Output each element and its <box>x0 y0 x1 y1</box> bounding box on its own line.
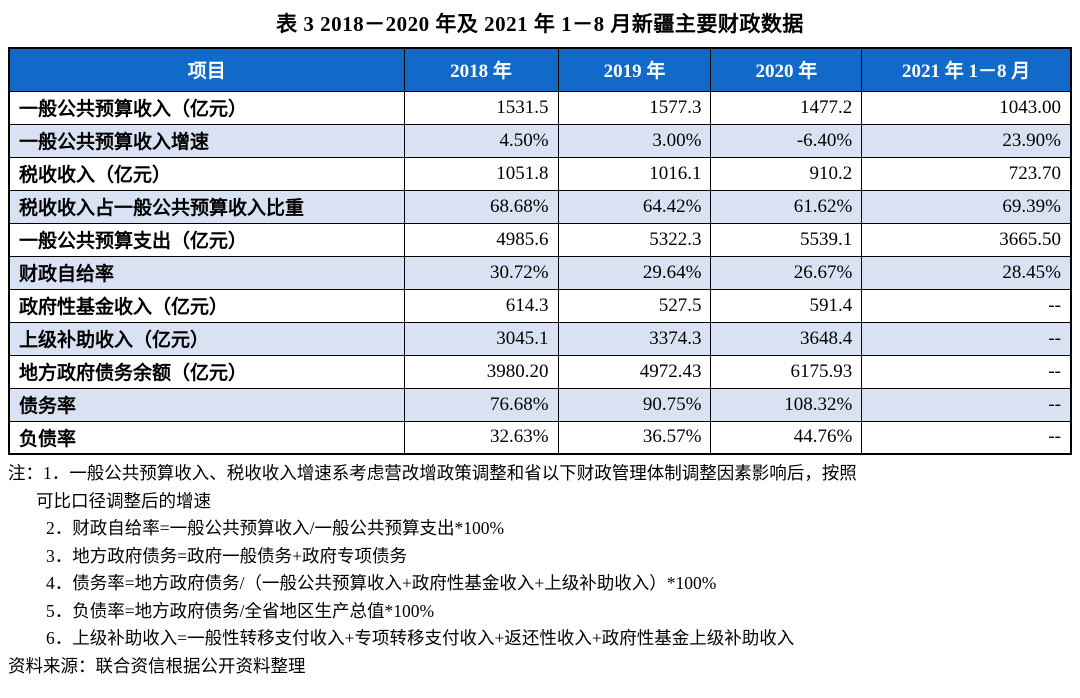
value-cell: 32.63% <box>403 420 559 455</box>
table-row: 税收收入（亿元） 1051.8 1016.1 910.2 723.70 <box>8 156 1072 191</box>
note-line: 4．债务率=地方政府债务/（一般公共预算收入+政府性基金收入+上级补助收入）*1… <box>46 573 717 593</box>
table-body: 一般公共预算收入（亿元） 1531.5 1577.3 1477.2 1043.00 一般公… <box>8 90 1072 455</box>
value-cell: 108.32% <box>710 387 863 422</box>
value-cell: -- <box>861 354 1072 389</box>
value-cell: 3045.1 <box>403 321 559 356</box>
row-label: 一般公共预算收入增速 <box>8 123 405 158</box>
row-label: 财政自给率 <box>8 255 405 290</box>
row-label: 税收收入（亿元） <box>8 156 405 191</box>
value-cell: 614.3 <box>403 288 559 323</box>
column-header: 项目 <box>8 47 405 92</box>
value-cell: 4972.43 <box>557 354 712 389</box>
column-header: 2021 年 1－8 月 <box>861 47 1072 92</box>
value-cell: 3648.4 <box>710 321 863 356</box>
value-cell: 44.76% <box>710 420 863 455</box>
note-line: 6．上级补助收入=一般性转移支付收入+专项转移支付收入+返还性收入+政府性基金上… <box>46 628 795 648</box>
value-cell: 68.68% <box>403 189 559 224</box>
table-notes: 注：1．一般公共预算收入、税收收入增速系考虑营改增政策调整和省以下财政管理体制调… <box>8 455 1072 680</box>
value-cell: 6175.93 <box>710 354 863 389</box>
value-cell: 723.70 <box>861 156 1072 191</box>
table-header-row: 项目 2018 年 2019 年 2020 年 2021 年 1－8 月 <box>8 47 1072 92</box>
value-cell: 1477.2 <box>710 90 863 125</box>
note-line: 2．财政自给率=一般公共预算收入/一般公共预算支出*100% <box>46 518 505 538</box>
value-cell: 1577.3 <box>557 90 712 125</box>
value-cell: 1016.1 <box>557 156 712 191</box>
note-line: 注：1．一般公共预算收入、税收收入增速系考虑营改增政策调整和省以下财政管理体制调… <box>8 463 857 483</box>
value-cell: 3980.20 <box>403 354 559 389</box>
source-line: 资料来源：联合资信根据公开资料整理 <box>8 655 306 676</box>
table-row: 债务率 76.68% 90.75% 108.32% -- <box>8 387 1072 422</box>
value-cell: 910.2 <box>710 156 863 191</box>
column-header: 2019 年 <box>557 47 712 92</box>
table-row: 地方政府债务余额（亿元） 3980.20 4972.43 6175.93 -- <box>8 354 1072 389</box>
value-cell: 26.67% <box>710 255 863 290</box>
table-row: 一般公共预算收入增速 4.50% 3.00% -6.40% 23.90% <box>8 123 1072 158</box>
value-cell: 3.00% <box>557 123 712 158</box>
row-label: 一般公共预算支出（亿元） <box>8 222 405 257</box>
value-cell: 28.45% <box>861 255 1072 290</box>
value-cell: -- <box>861 420 1072 455</box>
value-cell: 3374.3 <box>557 321 712 356</box>
value-cell: 3665.50 <box>861 222 1072 257</box>
value-cell: -6.40% <box>710 123 863 158</box>
table-row: 政府性基金收入（亿元） 614.3 527.5 591.4 -- <box>8 288 1072 323</box>
table-title: 表 3 2018－2020 年及 2021 年 1－8 月新疆主要财政数据 <box>276 12 804 36</box>
column-header: 2020 年 <box>710 47 863 92</box>
value-cell: 69.39% <box>861 189 1072 224</box>
value-cell: -- <box>861 321 1072 356</box>
value-cell: 76.68% <box>403 387 559 422</box>
row-label: 债务率 <box>8 387 405 422</box>
table-row: 上级补助收入（亿元） 3045.1 3374.3 3648.4 -- <box>8 321 1072 356</box>
value-cell: 61.62% <box>710 189 863 224</box>
value-cell: -- <box>861 387 1072 422</box>
value-cell: 4.50% <box>403 123 559 158</box>
value-cell: 5322.3 <box>557 222 712 257</box>
table-row: 负债率 32.63% 36.57% 44.76% -- <box>8 420 1072 455</box>
value-cell: 1051.8 <box>403 156 559 191</box>
value-cell: 29.64% <box>557 255 712 290</box>
value-cell: 5539.1 <box>710 222 863 257</box>
row-label: 上级补助收入（亿元） <box>8 321 405 356</box>
table-row: 税收收入占一般公共预算收入比重 68.68% 64.42% 61.62% 69.39% <box>8 189 1072 224</box>
value-cell: 30.72% <box>403 255 559 290</box>
row-label: 政府性基金收入（亿元） <box>8 288 405 323</box>
value-cell: 23.90% <box>861 123 1072 158</box>
row-label: 一般公共预算收入（亿元） <box>8 90 405 125</box>
value-cell: -- <box>861 288 1072 323</box>
note-line: 可比口径调整后的增速 <box>36 490 211 511</box>
value-cell: 64.42% <box>557 189 712 224</box>
table-row: 一般公共预算支出（亿元） 4985.6 5322.3 5539.1 3665.50 <box>8 222 1072 257</box>
value-cell: 591.4 <box>710 288 863 323</box>
note-line: 3．地方政府债务=政府一般债务+政府专项债务 <box>46 545 407 566</box>
value-cell: 1531.5 <box>403 90 559 125</box>
fiscal-data-table: 项目 2018 年 2019 年 2020 年 2021 年 1－8 月 一般公共预算收… <box>8 47 1072 455</box>
table-row: 财政自给率 30.72% 29.64% 26.67% 28.45% <box>8 255 1072 290</box>
value-cell: 4985.6 <box>403 222 559 257</box>
value-cell: 90.75% <box>557 387 712 422</box>
row-label: 地方政府债务余额（亿元） <box>8 354 405 389</box>
value-cell: 36.57% <box>557 420 712 455</box>
value-cell: 527.5 <box>557 288 712 323</box>
value-cell: 1043.00 <box>861 90 1072 125</box>
table-row: 一般公共预算收入（亿元） 1531.5 1577.3 1477.2 1043.00 <box>8 90 1072 125</box>
column-header: 2018 年 <box>403 47 559 92</box>
row-label: 负债率 <box>8 420 405 455</box>
note-line: 5．负债率=地方政府债务/全省地区生产总值*100% <box>46 600 435 621</box>
row-label: 税收收入占一般公共预算收入比重 <box>8 189 405 224</box>
